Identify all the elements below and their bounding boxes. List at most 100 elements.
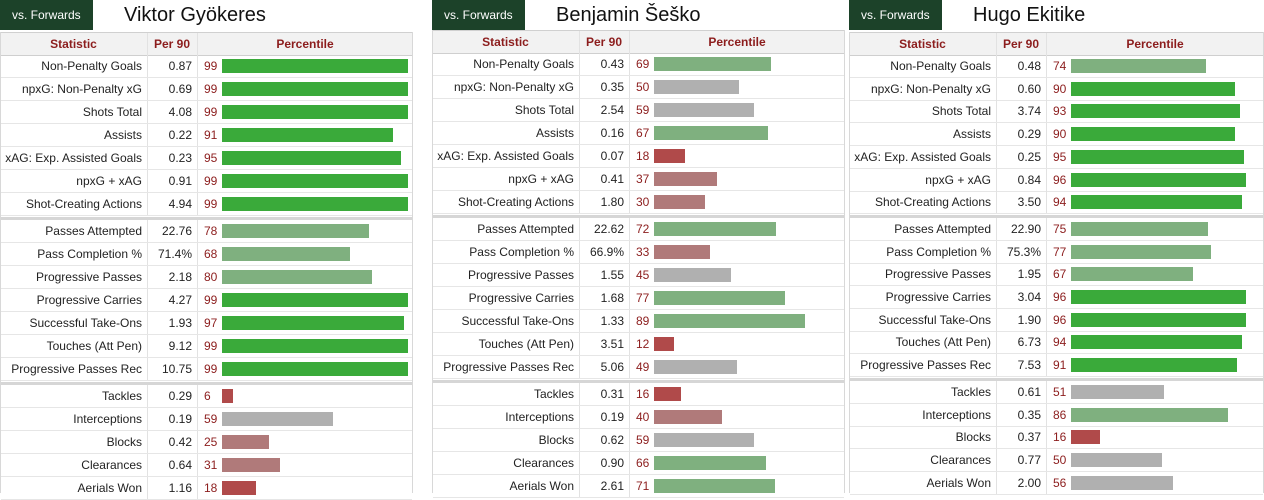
table-row: Passes Attempted 22.62 72 <box>433 218 844 241</box>
percentile-cell: 31 <box>197 454 412 476</box>
stat-name: Interceptions <box>850 404 995 426</box>
percentile-value: 96 <box>1053 290 1067 304</box>
percentile-cell: 99 <box>197 289 412 311</box>
percentile-cell: 86 <box>1046 403 1263 426</box>
per90-value: 1.16 <box>147 477 196 499</box>
per90-value: 0.87 <box>147 55 196 77</box>
stat-name: Progressive Passes <box>1 266 146 288</box>
stat-label: npxG + xAG <box>76 174 142 188</box>
table-row: Assists 0.22 91 <box>1 124 412 147</box>
table-row: Blocks 0.42 25 <box>1 431 412 454</box>
percentile-value: 66 <box>636 456 650 470</box>
percentile-value: 90 <box>1053 81 1067 96</box>
percentile-bar <box>222 105 408 119</box>
per90-label: 2.18 <box>168 270 192 284</box>
per90-value: 6.73 <box>996 331 1045 354</box>
percentile-value: 37 <box>636 172 650 186</box>
stat-label: Shots Total <box>931 104 991 119</box>
per90-label: 3.50 <box>1017 195 1041 210</box>
per90-label: 1.95 <box>1017 267 1041 282</box>
table-row: Tackles 0.61 51 <box>850 380 1263 404</box>
stat-name: Touches (Att Pen) <box>1 335 146 357</box>
table-header-row: Statistic Per 90 Percentile <box>1 32 412 56</box>
stat-name: Successful Take-Ons <box>850 309 995 331</box>
percentile-bar <box>222 412 333 426</box>
stat-name: Passes Attempted <box>433 218 578 240</box>
per90-label: 9.12 <box>168 339 192 353</box>
table-row: npxG + xAG 0.41 37 <box>433 168 844 191</box>
per90-label: 0.37 <box>1017 430 1041 445</box>
percentile-cell: 91 <box>1046 354 1263 377</box>
table-row: npxG: Non-Penalty xG 0.69 99 <box>1 78 412 101</box>
percentile-value: 77 <box>636 291 650 305</box>
stat-name: Touches (Att Pen) <box>433 333 578 355</box>
percentile-cell: 16 <box>629 383 844 405</box>
per90-label: 1.55 <box>600 268 624 282</box>
stats-table: Statistic Per 90 Percentile Non-Penalty Goa… <box>432 30 845 498</box>
percentile-bar <box>654 410 722 424</box>
percentile-cell: 80 <box>197 266 412 288</box>
per90-label: 75.3% <box>1006 244 1041 259</box>
per90-value: 0.61 <box>996 380 1045 403</box>
percentile-bar <box>654 360 737 374</box>
stat-name: Tackles <box>850 381 995 403</box>
stat-name: Shot-Creating Actions <box>850 191 995 213</box>
stat-label: xAG: Exp. Assisted Goals <box>854 149 991 164</box>
comparison-tag[interactable]: vs. Forwards <box>432 0 525 30</box>
percentile-bar <box>654 433 754 447</box>
percentile-value: 99 <box>204 339 218 353</box>
stat-name: Assists <box>1 124 146 146</box>
percentile-value: 51 <box>1053 384 1067 399</box>
stat-label: npxG + xAG <box>925 172 991 187</box>
percentile-value: 45 <box>636 268 650 282</box>
stat-name: Non-Penalty Goals <box>1 55 146 77</box>
per90-label: 0.41 <box>600 172 624 186</box>
table-row: Successful Take-Ons 1.33 89 <box>433 310 844 333</box>
percentile-bar <box>222 224 369 238</box>
percentile-value: 59 <box>204 412 218 426</box>
percentile-value: 40 <box>636 410 650 424</box>
per90-value: 0.29 <box>147 385 196 407</box>
per90-value: 0.07 <box>579 145 628 167</box>
percentile-cell: 16 <box>1046 426 1263 449</box>
table-row: Aerials Won 2.00 56 <box>850 471 1263 495</box>
stat-label: Passes Attempted <box>477 222 574 236</box>
stat-name: Shots Total <box>850 100 995 122</box>
percentile-cell: 59 <box>629 99 844 121</box>
percentile-value: 18 <box>204 481 218 495</box>
per90-value: 4.08 <box>147 101 196 123</box>
header-percentile: Percentile <box>197 33 412 55</box>
table-row: Interceptions 0.19 59 <box>1 408 412 431</box>
percentile-cell: 71 <box>629 475 844 497</box>
percentile-value: 99 <box>204 174 218 188</box>
table-row: Non-Penalty Goals 0.48 74 <box>850 55 1263 78</box>
per90-value: 5.06 <box>579 356 628 378</box>
comparison-tag[interactable]: vs. Forwards <box>849 0 942 30</box>
table-row: Blocks 0.62 59 <box>433 429 844 452</box>
comparison-tag[interactable]: vs. Forwards <box>0 0 93 30</box>
per90-label: 10.75 <box>161 362 192 376</box>
percentile-bar <box>222 197 408 211</box>
stat-label: Shots Total <box>514 103 574 117</box>
percentile-cell: 91 <box>197 124 412 146</box>
per90-label: 1.16 <box>168 481 192 495</box>
header-statistic: Statistic <box>899 37 946 51</box>
percentile-value: 77 <box>1053 244 1067 259</box>
stat-name: Progressive Passes Rec <box>433 356 578 378</box>
per90-label: 22.62 <box>593 222 624 236</box>
percentile-cell: 99 <box>197 358 412 380</box>
stat-name: npxG + xAG <box>433 168 578 190</box>
percentile-value: 71 <box>636 479 650 493</box>
percentile-cell: 77 <box>1046 240 1263 263</box>
per90-label: 0.19 <box>600 410 624 424</box>
per90-value: 1.33 <box>579 310 628 332</box>
percentile-cell: 50 <box>1046 448 1263 471</box>
percentile-bar <box>1071 335 1242 350</box>
table-row: Progressive Passes Rec 10.75 99 <box>1 358 412 381</box>
percentile-cell: 18 <box>197 477 412 499</box>
stats-table: Statistic Per 90 Percentile Non-Penalty Goa… <box>849 32 1264 495</box>
percentile-bar <box>222 151 401 165</box>
per90-label: 0.69 <box>168 82 192 96</box>
stat-label: Assists <box>535 126 574 140</box>
percentile-value: 50 <box>1053 452 1067 467</box>
